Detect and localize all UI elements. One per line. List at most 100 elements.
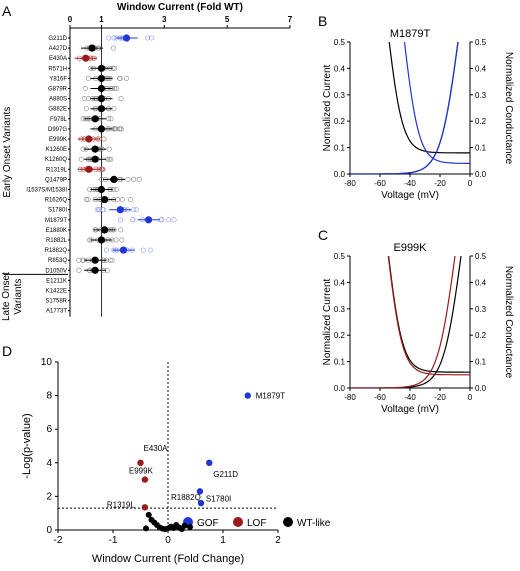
panel-a-variant-label: R1319L	[46, 167, 68, 173]
panel-a-variant-label: R1882Q	[45, 248, 68, 254]
panel-a-mean-point	[97, 74, 106, 82]
panel-c-xtick-label: -60	[374, 393, 386, 402]
panel-c-ytick-label: 0.0	[334, 384, 346, 393]
panel-a-mean-point	[97, 185, 106, 194]
panel-a-replicate-point	[112, 86, 118, 92]
panel-a-replicate-point	[123, 75, 129, 81]
panel-a-mean-point	[85, 135, 93, 143]
panel-c-ytick-right-label: 0.2	[475, 331, 487, 340]
panel-a-replicate-point	[85, 75, 91, 81]
panel-c-xtick-label: -40	[404, 393, 416, 402]
panel-a-replicate-point	[131, 207, 137, 213]
panel-a-replicate-point	[96, 207, 102, 213]
panel-d-ytick-label: 4	[46, 458, 52, 469]
panel-a-variant-label: G879R	[48, 87, 68, 93]
panel-a-variant-label: S1780I	[48, 208, 67, 214]
panel-d-labeled-point	[141, 476, 149, 483]
panel-d-ytick-label: 8	[46, 391, 52, 402]
panel-a-variant-label: R853Q	[48, 258, 67, 264]
panel-a-mean-point	[97, 84, 106, 93]
panel-a-replicate-point	[76, 257, 82, 263]
panel-a-tick-label: 3	[162, 15, 167, 24]
panel-a-replicate-point	[140, 247, 146, 253]
panel-c-xtick-label: -80	[344, 393, 356, 402]
panel-a-variant-label: R571H	[48, 66, 67, 72]
panel-a-replicate-point	[76, 267, 82, 273]
panel-a-replicate-point	[125, 176, 131, 182]
panel-d-point	[145, 511, 152, 518]
panel-d-point-label: G211D	[213, 470, 238, 479]
panel-d-point-label: S1780I	[206, 494, 231, 503]
panel-a-variant-label: K1260E	[46, 147, 67, 153]
panel-a-replicate-point	[118, 217, 124, 223]
panel-d-point-label: R1319L	[107, 500, 136, 509]
panel-b-ytick-right-label: 0.4	[475, 64, 487, 73]
panel-a-mean-point	[144, 216, 153, 224]
panel-a-mean-point	[97, 105, 106, 113]
panel-d-labeled-point	[244, 392, 251, 399]
panel-a-replicate-point	[83, 106, 89, 112]
panel-a-variant-label: G211D	[48, 36, 67, 42]
panel-a-variant-label: R1626Q	[45, 198, 68, 204]
panel-b-ytick-label: 0.0	[334, 170, 346, 179]
panel-a-tick-label: 0	[68, 15, 73, 24]
panel-a-variant-label: E1211K	[46, 278, 67, 284]
panel-b-xtick-label: -20	[434, 179, 446, 188]
panel-a-replicate-point	[110, 45, 116, 51]
panel-d-ytick-label: 2	[46, 491, 52, 502]
panel-a-mean-point	[82, 54, 90, 62]
panel-label-b: B	[318, 13, 327, 29]
panel-a-mean-point	[97, 95, 106, 103]
panel-a-variant-label: K1422E	[46, 289, 67, 295]
panel-c-activation-curve	[350, 256, 456, 388]
panel-a-mean-point	[91, 145, 99, 153]
panel-b-ytick-right-label: 0.0	[475, 170, 487, 179]
panel-a-variant-label: Q1479P	[45, 177, 67, 183]
legend-label: LOF	[247, 518, 266, 529]
panel-a-variant-label: K1260Q	[45, 157, 67, 163]
panel-a-replicate-point	[131, 176, 137, 182]
panel-a-variant-label: E430A	[49, 56, 67, 62]
panel-a-variant-label: E999K	[49, 137, 67, 143]
panel-a-replicate-point	[107, 257, 113, 263]
panel-a-replicate-point	[106, 116, 112, 122]
panel-a-replicate-point	[133, 207, 139, 213]
panel-b-ytick-label: 0.5	[334, 38, 346, 47]
panel-d-ytick-label: 0	[46, 525, 52, 536]
panel-a-replicate-point	[118, 227, 124, 233]
panel-d-ytick-label: 6	[46, 424, 52, 435]
panel-a-variant-label: R1882L	[46, 238, 68, 244]
panel-c-xlabel: Voltage (mV)	[381, 404, 439, 415]
panel-c-ytick-label: 0.2	[334, 331, 346, 340]
panel-a-tick-label: 5	[225, 15, 230, 24]
panel-b-ytick-right-label: 0.3	[475, 91, 487, 100]
legend-label: GOF	[197, 518, 219, 529]
panel-a-variant-label: D997G	[48, 127, 67, 133]
panel-a-replicate-point	[108, 156, 114, 162]
panel-a-variant-label: D1050V	[45, 268, 67, 274]
panel-b-ytick-right-label: 0.1	[475, 144, 487, 153]
panel-a-mean-point	[100, 196, 109, 204]
panel-a-mean-point	[97, 64, 106, 72]
panel-d-xlabel: Window Current (Fold Change)	[92, 553, 244, 565]
panel-d-xtick-label: -2	[54, 535, 63, 546]
panel-c-title: E999K	[393, 242, 427, 254]
panel-b-xtick-label: -40	[404, 179, 416, 188]
panel-b-ylabel-right: Normalized Conductance	[503, 52, 514, 165]
panel-b-ytick-label: 0.3	[334, 91, 346, 100]
panel-a-variant-label: A880S	[49, 97, 67, 103]
panel-d-labeled-point	[196, 488, 204, 495]
panel-d-labeled-point	[141, 504, 149, 511]
panel-a-mean-point	[91, 115, 99, 123]
panel-a-replicate-point	[112, 65, 118, 71]
panel-b-xtick-label: -80	[344, 179, 356, 188]
panel-c-ylabel-left: Normalized Current	[322, 278, 333, 365]
panel-c-ytick-right-label: 0.0	[475, 384, 487, 393]
panel-d-labeled-point	[206, 459, 213, 466]
panel-d-xtick-label: 1	[220, 535, 226, 546]
panel-a-replicate-point	[85, 197, 91, 203]
panel-a-replicate-point	[94, 207, 100, 213]
panel-d-labeled-point	[197, 499, 205, 507]
panel-a-replicate-point	[148, 35, 154, 41]
panel-a-replicate-point	[113, 237, 119, 243]
